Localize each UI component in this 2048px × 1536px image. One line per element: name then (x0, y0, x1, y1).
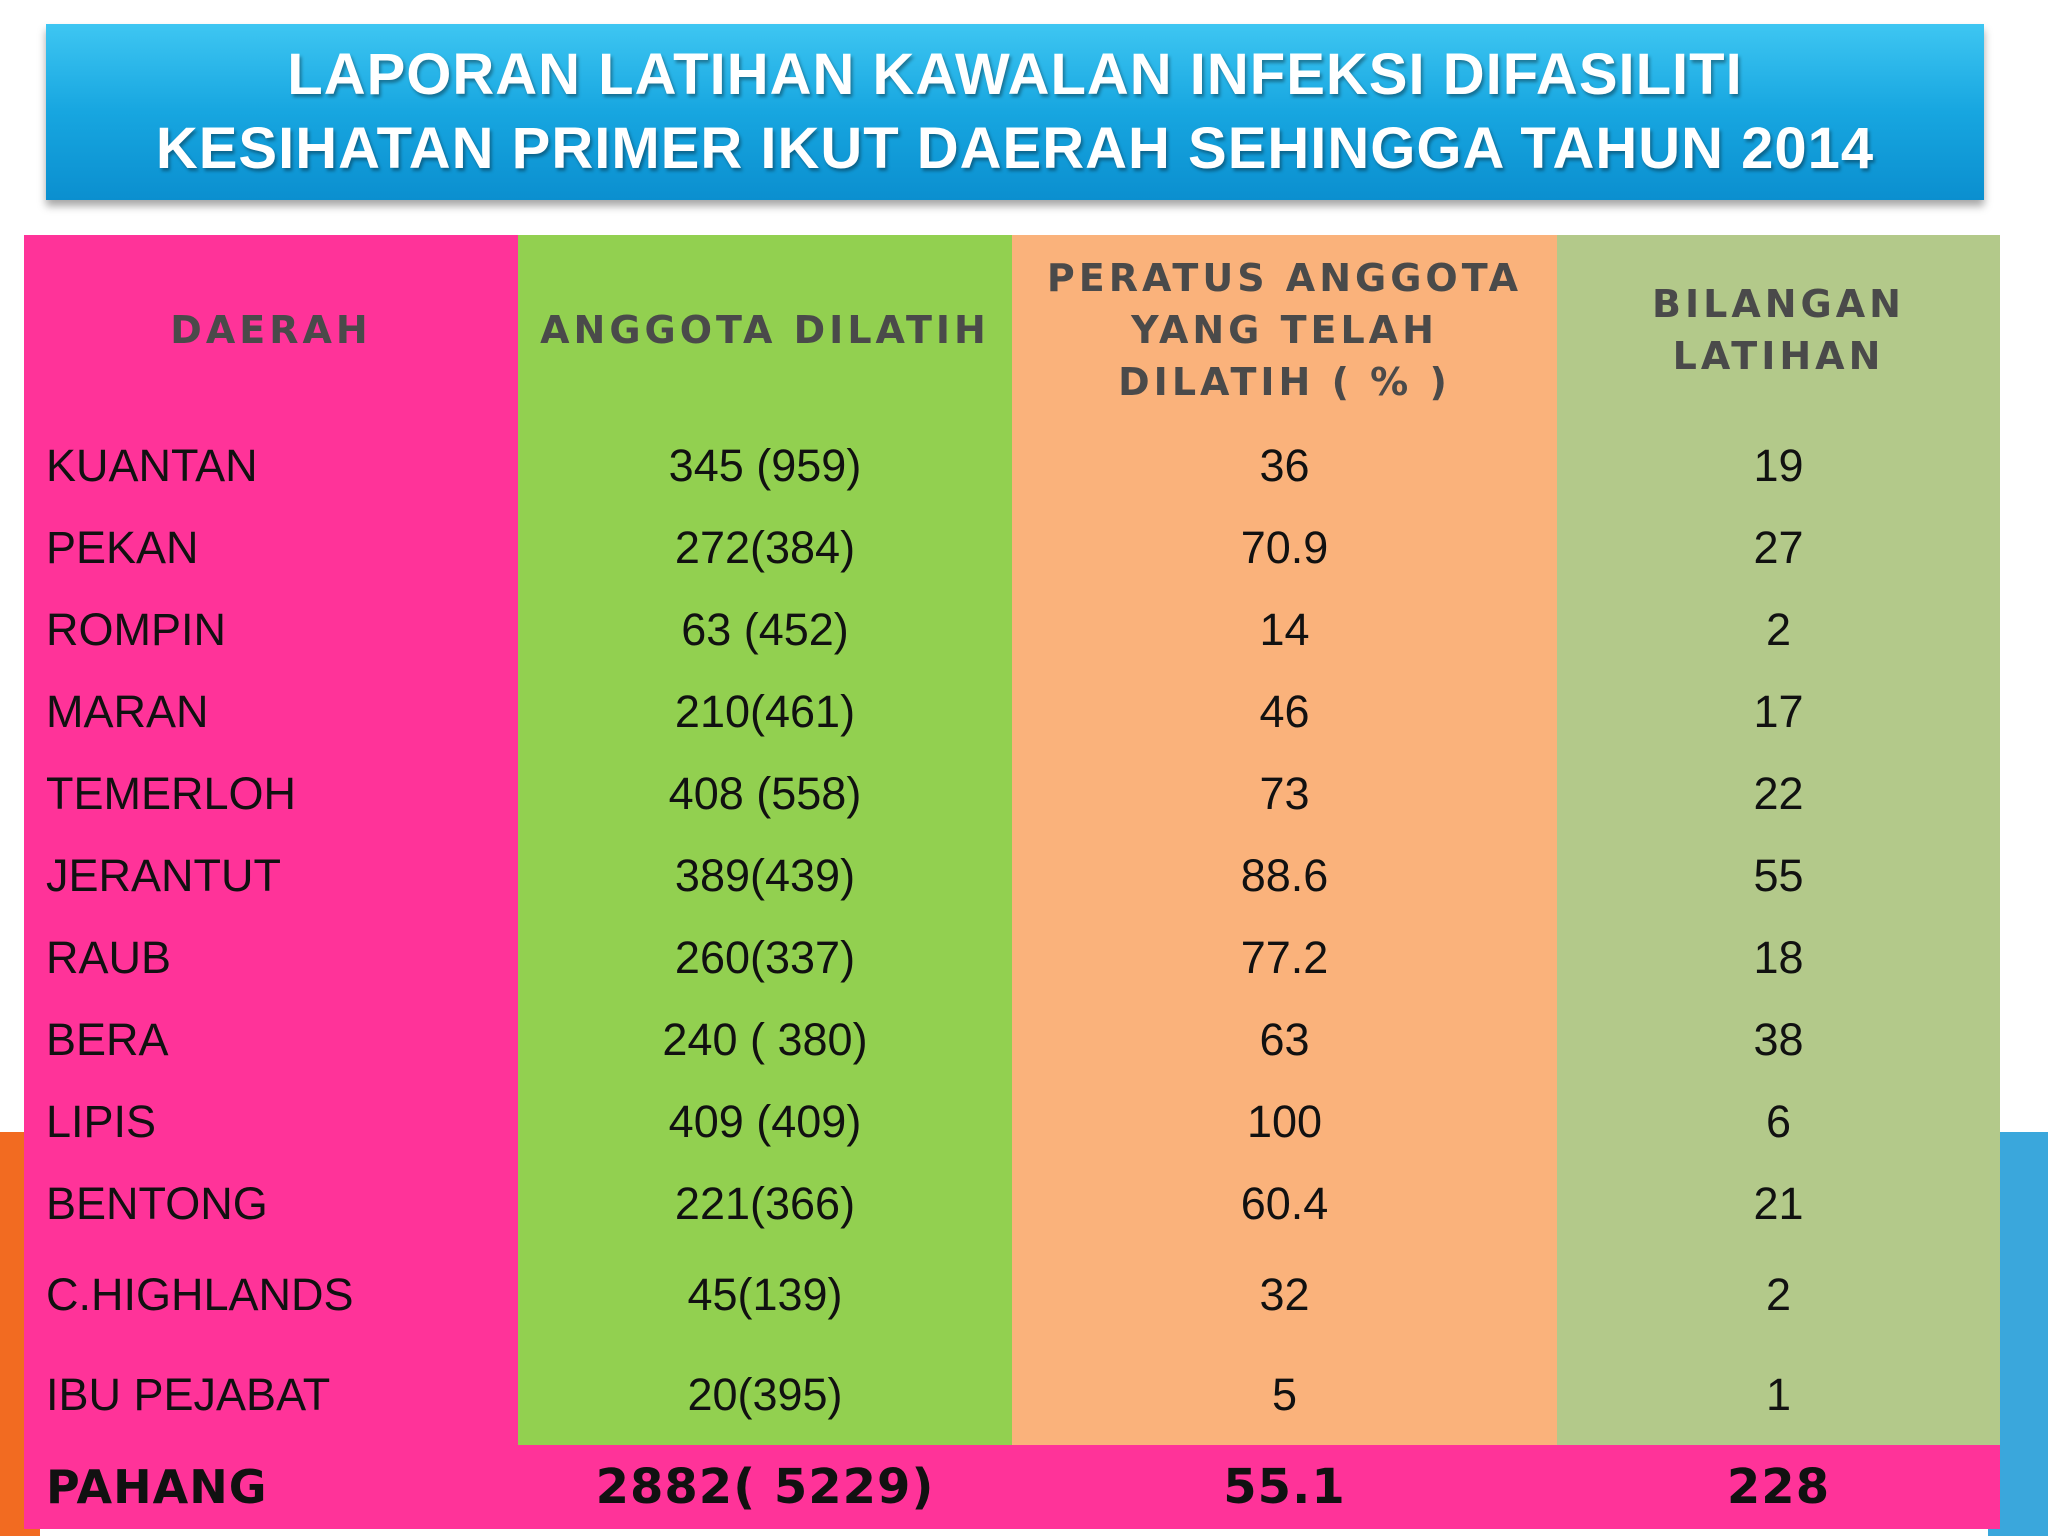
cell-daerah: IBU PEJABAT (24, 1345, 518, 1445)
cell-peratus: 36 (1012, 425, 1557, 507)
cell-bilangan: 18 (1557, 917, 2000, 999)
cell-peratus: 70.9 (1012, 507, 1557, 589)
cell-anggota: 260(337) (518, 917, 1012, 999)
cell-daerah: RAUB (24, 917, 518, 999)
cell-peratus: 60.4 (1012, 1163, 1557, 1245)
cell-peratus: 32 (1012, 1245, 1557, 1345)
cell-anggota: 389(439) (518, 835, 1012, 917)
cell-peratus: 63 (1012, 999, 1557, 1081)
header-peratus: PERATUS ANGGOTA YANG TELAH DILATIH ( % ) (1012, 235, 1557, 425)
title-line-2: KESIHATAN PRIMER IKUT DAERAH SEHINGGA TA… (155, 116, 1875, 181)
cell-peratus: 77.2 (1012, 917, 1557, 999)
title-line-1: LAPORAN LATIHAN KAWALAN INFEKSI DIFASILI… (287, 42, 1743, 107)
cell-bilangan: 27 (1557, 507, 2000, 589)
cell-daerah: JERANTUT (24, 835, 518, 917)
total-bilangan: 228 (1557, 1445, 2000, 1529)
cell-anggota: 272(384) (518, 507, 1012, 589)
total-daerah: PAHANG (24, 1445, 518, 1529)
table-row: RAUB 260(337) 77.2 18 (24, 917, 2000, 999)
cell-bilangan: 22 (1557, 753, 2000, 835)
cell-peratus: 46 (1012, 671, 1557, 753)
cell-bilangan: 55 (1557, 835, 2000, 917)
cell-bilangan: 19 (1557, 425, 2000, 507)
cell-bilangan: 21 (1557, 1163, 2000, 1245)
cell-anggota: 63 (452) (518, 589, 1012, 671)
table-row: C.HIGHLANDS 45(139) 32 2 (24, 1245, 2000, 1345)
cell-daerah: KUANTAN (24, 425, 518, 507)
table-row: MARAN 210(461) 46 17 (24, 671, 2000, 753)
cell-daerah: PEKAN (24, 507, 518, 589)
cell-daerah: MARAN (24, 671, 518, 753)
cell-anggota: 408 (558) (518, 753, 1012, 835)
cell-bilangan: 1 (1557, 1345, 2000, 1445)
cell-anggota: 20(395) (518, 1345, 1012, 1445)
table-row: BENTONG 221(366) 60.4 21 (24, 1163, 2000, 1245)
cell-daerah: ROMPIN (24, 589, 518, 671)
total-peratus: 55.1 (1012, 1445, 1557, 1529)
cell-anggota: 345 (959) (518, 425, 1012, 507)
header-bilangan: BILANGAN LATIHAN (1557, 235, 2000, 425)
table-row: BERA 240 ( 380) 63 38 (24, 999, 2000, 1081)
cell-anggota: 240 ( 380) (518, 999, 1012, 1081)
table-row: IBU PEJABAT 20(395) 5 1 (24, 1345, 2000, 1445)
total-row: PAHANG 2882( 5229) 55.1 228 (24, 1445, 2000, 1529)
cell-bilangan: 6 (1557, 1081, 2000, 1163)
table-row: ROMPIN 63 (452) 14 2 (24, 589, 2000, 671)
total-anggota: 2882( 5229) (518, 1445, 1012, 1529)
cell-bilangan: 17 (1557, 671, 2000, 753)
cell-daerah: BERA (24, 999, 518, 1081)
cell-anggota: 45(139) (518, 1245, 1012, 1345)
title-banner: LAPORAN LATIHAN KAWALAN INFEKSI DIFASILI… (46, 24, 1984, 200)
cell-peratus: 88.6 (1012, 835, 1557, 917)
cell-peratus: 100 (1012, 1081, 1557, 1163)
cell-peratus: 5 (1012, 1345, 1557, 1445)
cell-daerah: TEMERLOH (24, 753, 518, 835)
cell-peratus: 14 (1012, 589, 1557, 671)
header-anggota: ANGGOTA DILATIH (518, 235, 1012, 425)
cell-daerah: C.HIGHLANDS (24, 1245, 518, 1345)
cell-daerah: LIPIS (24, 1081, 518, 1163)
cell-anggota: 221(366) (518, 1163, 1012, 1245)
table-row: KUANTAN 345 (959) 36 19 (24, 425, 2000, 507)
table-row: LIPIS 409 (409) 100 6 (24, 1081, 2000, 1163)
cell-bilangan: 2 (1557, 589, 2000, 671)
report-table: DAERAH ANGGOTA DILATIH PERATUS ANGGOTA Y… (24, 235, 2000, 1529)
table-row: JERANTUT 389(439) 88.6 55 (24, 835, 2000, 917)
cell-anggota: 409 (409) (518, 1081, 1012, 1163)
header-row: DAERAH ANGGOTA DILATIH PERATUS ANGGOTA Y… (24, 235, 2000, 425)
cell-bilangan: 2 (1557, 1245, 2000, 1345)
table-row: TEMERLOH 408 (558) 73 22 (24, 753, 2000, 835)
header-daerah: DAERAH (24, 235, 518, 425)
table-row: PEKAN 272(384) 70.9 27 (24, 507, 2000, 589)
report-table-container: DAERAH ANGGOTA DILATIH PERATUS ANGGOTA Y… (24, 235, 2000, 1529)
cell-bilangan: 38 (1557, 999, 2000, 1081)
cell-daerah: BENTONG (24, 1163, 518, 1245)
cell-anggota: 210(461) (518, 671, 1012, 753)
cell-peratus: 73 (1012, 753, 1557, 835)
